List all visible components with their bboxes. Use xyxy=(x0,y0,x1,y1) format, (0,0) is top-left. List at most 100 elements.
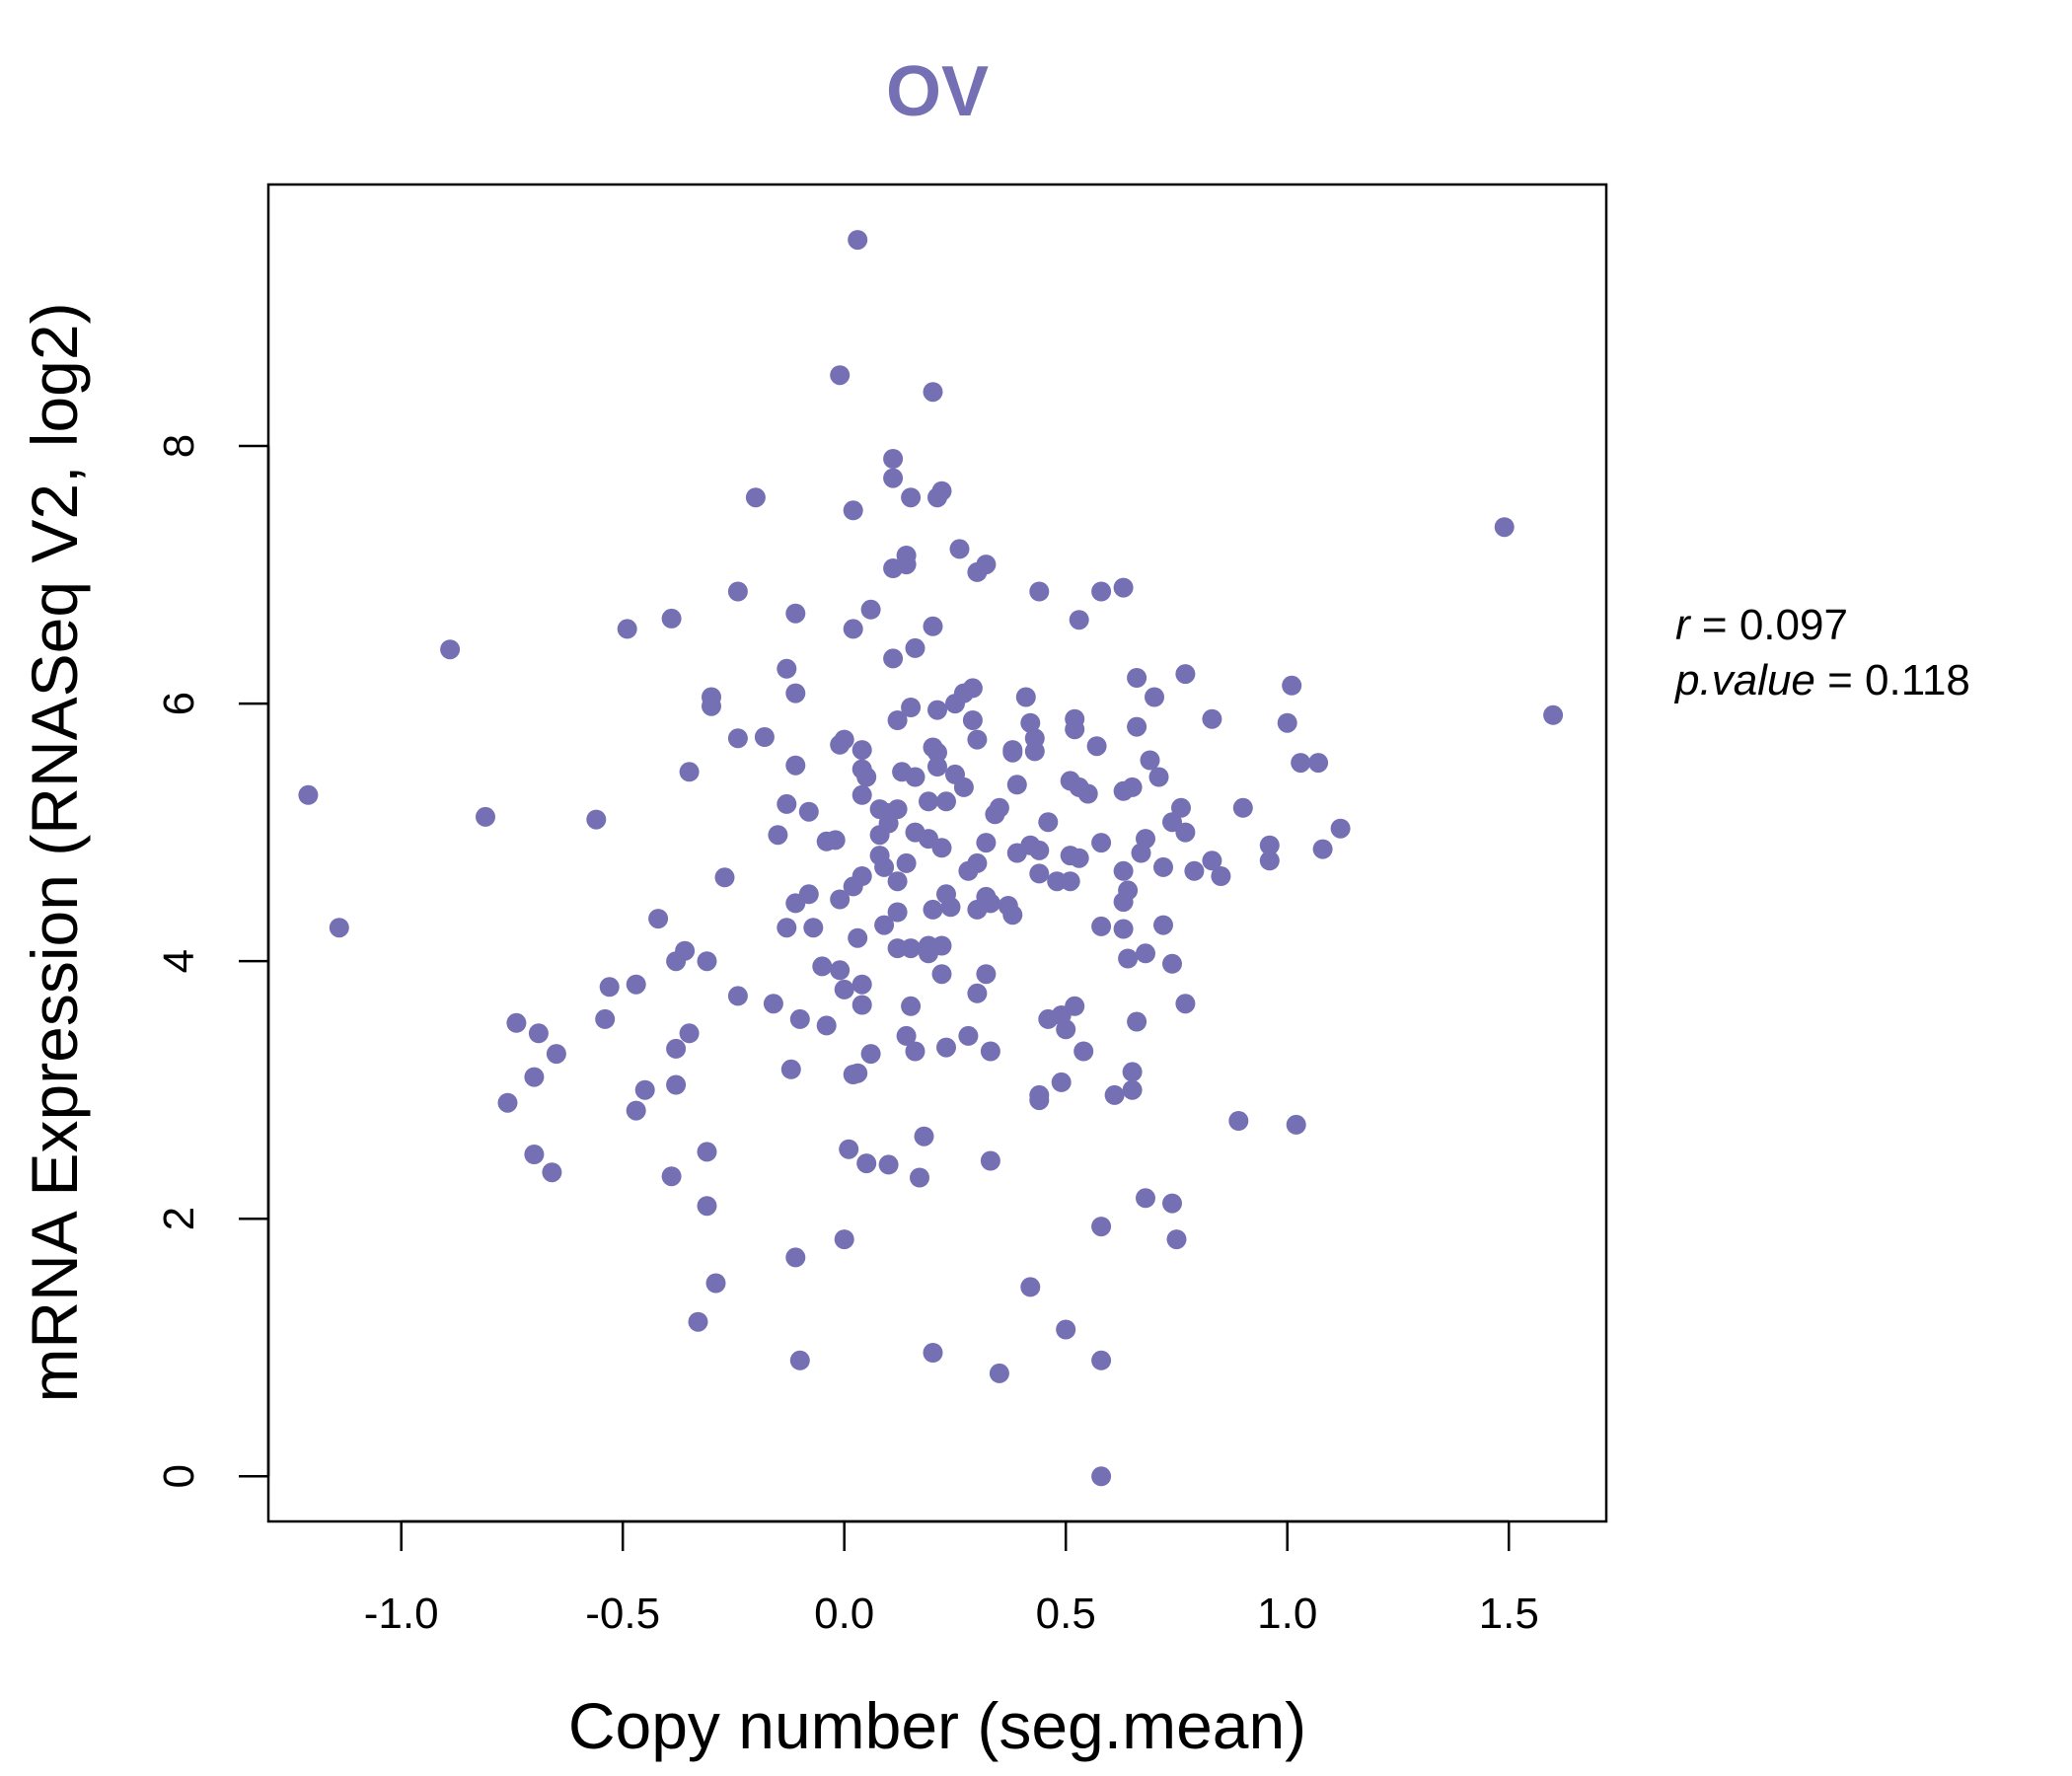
data-point xyxy=(1069,610,1089,630)
data-point xyxy=(936,1037,956,1058)
data-point xyxy=(1259,835,1280,855)
data-point xyxy=(617,619,637,639)
data-point xyxy=(697,1142,717,1162)
data-point xyxy=(697,951,717,972)
p-symbol: p.value xyxy=(1673,656,1815,704)
data-point xyxy=(910,1167,929,1188)
data-point xyxy=(896,1025,917,1046)
data-point xyxy=(927,700,947,720)
x-axis: -1.0 -0.5 0.0 0.5 1.0 1.5 xyxy=(364,1519,1539,1638)
data-point xyxy=(1113,892,1134,913)
data-point xyxy=(887,710,908,730)
stats-annotation: r = 0.097 p.value = 0.118 xyxy=(1673,601,1970,704)
data-point xyxy=(860,1044,881,1065)
data-point xyxy=(626,974,646,995)
data-point xyxy=(1038,812,1059,833)
data-point xyxy=(785,1247,806,1268)
data-point xyxy=(777,793,797,814)
data-point xyxy=(1175,822,1196,843)
data-point xyxy=(1020,1277,1041,1297)
data-point xyxy=(595,1008,616,1029)
data-point xyxy=(834,979,854,999)
data-point xyxy=(785,683,806,703)
data-point xyxy=(874,856,895,877)
data-point xyxy=(1024,741,1045,762)
data-point xyxy=(666,1038,687,1059)
data-point xyxy=(697,1196,717,1217)
y-axis-label: mRNA Expression (RNASeq V2, log2) xyxy=(18,302,91,1402)
data-point xyxy=(883,449,904,469)
data-point xyxy=(883,468,904,488)
data-point xyxy=(785,893,806,914)
data-point xyxy=(927,757,947,777)
data-point xyxy=(1065,719,1085,740)
data-point xyxy=(1166,1229,1187,1250)
data-point xyxy=(1073,1041,1094,1062)
data-point xyxy=(919,791,938,812)
data-point xyxy=(812,956,833,977)
data-point xyxy=(1127,716,1147,737)
data-point xyxy=(1091,1350,1112,1370)
data-point xyxy=(967,729,988,750)
data-point xyxy=(798,801,819,822)
data-point xyxy=(1153,915,1173,935)
data-point xyxy=(745,487,766,508)
data-point xyxy=(953,777,974,797)
data-point xyxy=(476,806,495,827)
data-point xyxy=(967,983,988,1003)
data-point xyxy=(789,1008,810,1029)
data-point xyxy=(542,1162,562,1183)
data-point xyxy=(661,608,682,629)
data-point xyxy=(528,1023,549,1044)
data-point xyxy=(1077,783,1098,804)
data-point xyxy=(887,938,908,959)
data-point xyxy=(1091,1466,1112,1487)
data-point xyxy=(967,899,988,920)
data-point xyxy=(1029,840,1050,860)
data-point xyxy=(1060,871,1080,892)
r-value: 0.097 xyxy=(1739,601,1848,649)
chart-title: OV xyxy=(886,52,989,131)
data-point xyxy=(980,1041,1000,1062)
data-point xyxy=(1029,863,1050,884)
data-point xyxy=(896,852,917,873)
data-point xyxy=(777,658,797,679)
data-point xyxy=(777,918,797,938)
data-point xyxy=(626,1100,646,1121)
data-point xyxy=(1015,687,1036,707)
data-point xyxy=(940,897,961,918)
data-point xyxy=(1330,818,1351,839)
data-point xyxy=(830,734,851,755)
data-point xyxy=(1002,905,1023,925)
data-point xyxy=(785,603,806,624)
data-point xyxy=(851,974,872,995)
data-point xyxy=(546,1044,566,1065)
data-point xyxy=(780,1059,801,1079)
y-tick-label: 0 xyxy=(155,1464,203,1488)
data-point xyxy=(1091,1217,1112,1237)
data-point xyxy=(976,833,997,853)
data-point xyxy=(851,740,872,761)
data-point xyxy=(727,986,748,1006)
data-point xyxy=(936,791,956,812)
data-point xyxy=(927,487,947,508)
x-tick-label: 1.5 xyxy=(1479,1590,1539,1638)
data-point xyxy=(848,927,868,948)
x-tick-label: 0.0 xyxy=(814,1590,874,1638)
data-point xyxy=(666,951,687,972)
data-point xyxy=(830,960,851,981)
data-point xyxy=(329,918,349,938)
data-point xyxy=(1145,687,1164,707)
data-point xyxy=(666,1074,687,1095)
data-point xyxy=(524,1145,545,1164)
data-point xyxy=(599,977,620,998)
data-point xyxy=(958,860,979,881)
data-point xyxy=(1104,1084,1125,1105)
data-point xyxy=(1153,856,1173,877)
data-point xyxy=(945,694,965,714)
data-point xyxy=(524,1067,545,1087)
data-point xyxy=(1286,1114,1306,1135)
data-point xyxy=(905,767,925,787)
data-point xyxy=(727,581,748,602)
data-point xyxy=(1136,943,1155,964)
